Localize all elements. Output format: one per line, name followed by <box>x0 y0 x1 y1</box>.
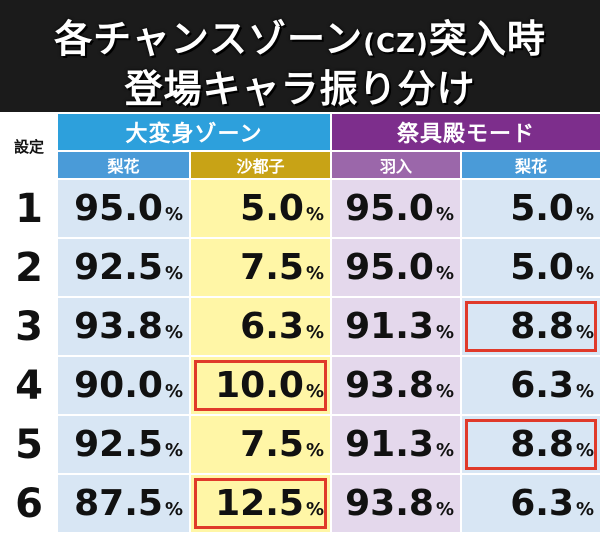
value-number: 95.0 <box>74 188 163 229</box>
setting-label: 3 <box>0 296 58 357</box>
value-cell: 92.5% <box>56 237 191 298</box>
value-cell: 7.5% <box>189 237 332 298</box>
percent-sign: % <box>164 322 183 343</box>
title-line-2: 登場キャラ振り分け <box>124 67 476 111</box>
percent-sign: % <box>575 322 595 343</box>
value-cell: 6.3% <box>459 355 600 416</box>
percent-sign: % <box>164 499 183 520</box>
percent-sign: % <box>575 440 595 461</box>
value-number: 7.5 <box>240 424 304 465</box>
setting-label: 6 <box>0 473 58 534</box>
percent-sign: % <box>435 440 454 461</box>
value-cell: 6.3% <box>189 296 332 357</box>
percent-sign: % <box>575 381 595 402</box>
value-cell: 93.8% <box>56 296 191 357</box>
value-number: 95.0 <box>345 247 434 288</box>
value-cell: 5.0% <box>459 237 600 298</box>
value-number: 5.0 <box>510 188 574 229</box>
table-row: 6 87.5% 12.5% 93.8% 6.3% <box>0 473 600 534</box>
percent-sign: % <box>435 499 454 520</box>
value-number: 6.3 <box>510 365 574 406</box>
value-number: 90.0 <box>74 365 163 406</box>
table-row: 5 92.5% 7.5% 91.3% 8.8% <box>0 414 600 475</box>
percent-sign: % <box>435 322 454 343</box>
percent-sign: % <box>435 204 454 225</box>
value-number: 7.5 <box>240 247 304 288</box>
subheader-satoko: 沙都子 <box>189 150 332 180</box>
value-number: 12.5 <box>215 483 304 524</box>
percent-sign: % <box>575 204 595 225</box>
setting-label: 4 <box>0 355 58 416</box>
percent-sign: % <box>575 499 595 520</box>
value-number: 8.8 <box>510 424 574 465</box>
value-number: 10.0 <box>215 365 304 406</box>
value-number: 91.3 <box>345 306 434 347</box>
value-number: 91.3 <box>345 424 434 465</box>
value-cell: 12.5% <box>189 473 332 534</box>
value-number: 87.5 <box>74 483 163 524</box>
title-block: 各チャンスゾーン(CZ)突入時 登場キャラ振り分け <box>0 0 600 112</box>
group-header-saiguden: 祭具殿モード <box>329 112 600 152</box>
value-cell: 6.3% <box>459 473 600 534</box>
percent-sign: % <box>305 440 324 461</box>
percent-sign: % <box>435 263 454 284</box>
percent-sign: % <box>164 381 183 402</box>
value-number: 93.8 <box>345 483 434 524</box>
table-row: 3 93.8% 6.3% 91.3% 8.8% <box>0 296 600 357</box>
value-number: 8.8 <box>510 306 574 347</box>
setting-label: 5 <box>0 414 58 475</box>
percent-sign: % <box>435 381 454 402</box>
table-row: 4 90.0% 10.0% 93.8% 6.3% <box>0 355 600 416</box>
percent-sign: % <box>305 263 324 284</box>
percent-sign: % <box>164 263 183 284</box>
value-cell: 8.8% <box>459 296 600 357</box>
table-body: 1 95.0% 5.0% 95.0% 5.0% 2 92.5% 7.5% 95.0% 5.0% 3 9… <box>0 178 600 534</box>
subheader-hanyu: 羽入 <box>330 150 462 180</box>
subheader-rika-2: 梨花 <box>459 150 600 180</box>
value-cell: 93.8% <box>330 355 462 416</box>
value-cell: 5.0% <box>459 178 600 239</box>
value-cell: 95.0% <box>330 178 462 239</box>
percent-sign: % <box>164 440 183 461</box>
value-number: 93.8 <box>74 306 163 347</box>
value-cell: 93.8% <box>330 473 462 534</box>
title-text-1a: 各チャンスゾーン <box>54 17 364 61</box>
table-row: 2 92.5% 7.5% 95.0% 5.0% <box>0 237 600 298</box>
value-cell: 10.0% <box>189 355 332 416</box>
distribution-table: 設定 大変身ゾーン 祭具殿モード 梨花 沙都子 羽入 梨花 1 95.0% 5.0%… <box>0 112 600 534</box>
value-cell: 87.5% <box>56 473 191 534</box>
percent-sign: % <box>305 204 324 225</box>
setting-label: 2 <box>0 237 58 298</box>
setting-label: 1 <box>0 178 58 239</box>
value-cell: 90.0% <box>56 355 191 416</box>
table-row: 1 95.0% 5.0% 95.0% 5.0% <box>0 178 600 239</box>
value-cell: 8.8% <box>459 414 600 475</box>
setting-header: 設定 <box>0 112 58 180</box>
value-number: 93.8 <box>345 365 434 406</box>
value-cell: 5.0% <box>189 178 332 239</box>
value-number: 5.0 <box>240 188 304 229</box>
value-number: 92.5 <box>74 247 163 288</box>
value-number: 95.0 <box>345 188 434 229</box>
title-text-1b: (CZ) <box>363 29 429 59</box>
percent-sign: % <box>305 499 324 520</box>
value-number: 6.3 <box>510 483 574 524</box>
value-cell: 91.3% <box>330 296 462 357</box>
title-text-1c: 突入時 <box>428 17 546 61</box>
value-cell: 95.0% <box>56 178 191 239</box>
value-cell: 7.5% <box>189 414 332 475</box>
group-header-daihenshin: 大変身ゾーン <box>56 112 332 152</box>
value-cell: 91.3% <box>330 414 462 475</box>
value-number: 92.5 <box>74 424 163 465</box>
value-cell: 95.0% <box>330 237 462 298</box>
title-line-1: 各チャンスゾーン(CZ)突入時 <box>0 8 600 63</box>
value-number: 6.3 <box>240 306 304 347</box>
value-number: 5.0 <box>510 247 574 288</box>
percent-sign: % <box>305 322 324 343</box>
percent-sign: % <box>575 263 595 284</box>
value-cell: 92.5% <box>56 414 191 475</box>
subheader-rika-1: 梨花 <box>56 150 191 180</box>
percent-sign: % <box>305 381 324 402</box>
percent-sign: % <box>164 204 183 225</box>
